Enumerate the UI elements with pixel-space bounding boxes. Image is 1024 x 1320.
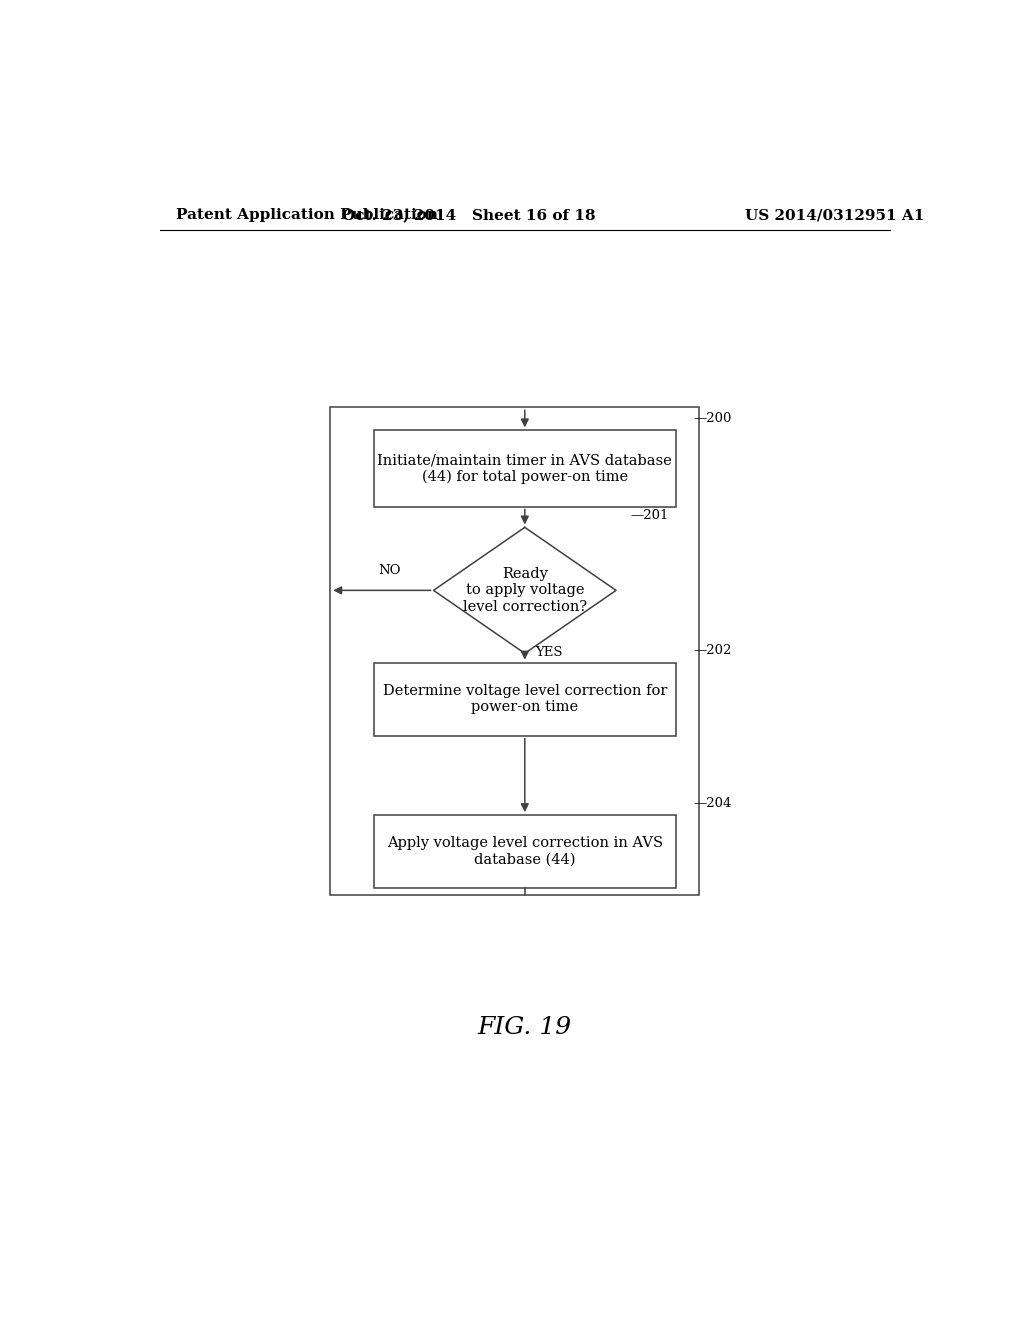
Bar bbox=[331, 408, 699, 895]
Text: Initiate/maintain timer in AVS database
(44) for total power-on time: Initiate/maintain timer in AVS database … bbox=[378, 453, 672, 483]
Bar bbox=[374, 430, 676, 507]
Text: YES: YES bbox=[536, 647, 562, 660]
Text: —204: —204 bbox=[693, 797, 731, 810]
Text: FIG. 19: FIG. 19 bbox=[478, 1016, 571, 1039]
Bar bbox=[374, 814, 676, 888]
Text: Oct. 23, 2014   Sheet 16 of 18: Oct. 23, 2014 Sheet 16 of 18 bbox=[342, 209, 596, 222]
Text: NO: NO bbox=[379, 564, 401, 577]
Bar bbox=[374, 663, 676, 735]
Text: —201: —201 bbox=[631, 510, 669, 523]
Text: Determine voltage level correction for
power-on time: Determine voltage level correction for p… bbox=[383, 684, 667, 714]
Text: Apply voltage level correction in AVS
database (44): Apply voltage level correction in AVS da… bbox=[387, 837, 663, 867]
Text: Ready
to apply voltage
level correction?: Ready to apply voltage level correction? bbox=[463, 568, 587, 614]
Text: —202: —202 bbox=[693, 644, 731, 657]
Text: US 2014/0312951 A1: US 2014/0312951 A1 bbox=[744, 209, 924, 222]
Text: —200: —200 bbox=[693, 412, 731, 425]
Text: Patent Application Publication: Patent Application Publication bbox=[176, 209, 437, 222]
